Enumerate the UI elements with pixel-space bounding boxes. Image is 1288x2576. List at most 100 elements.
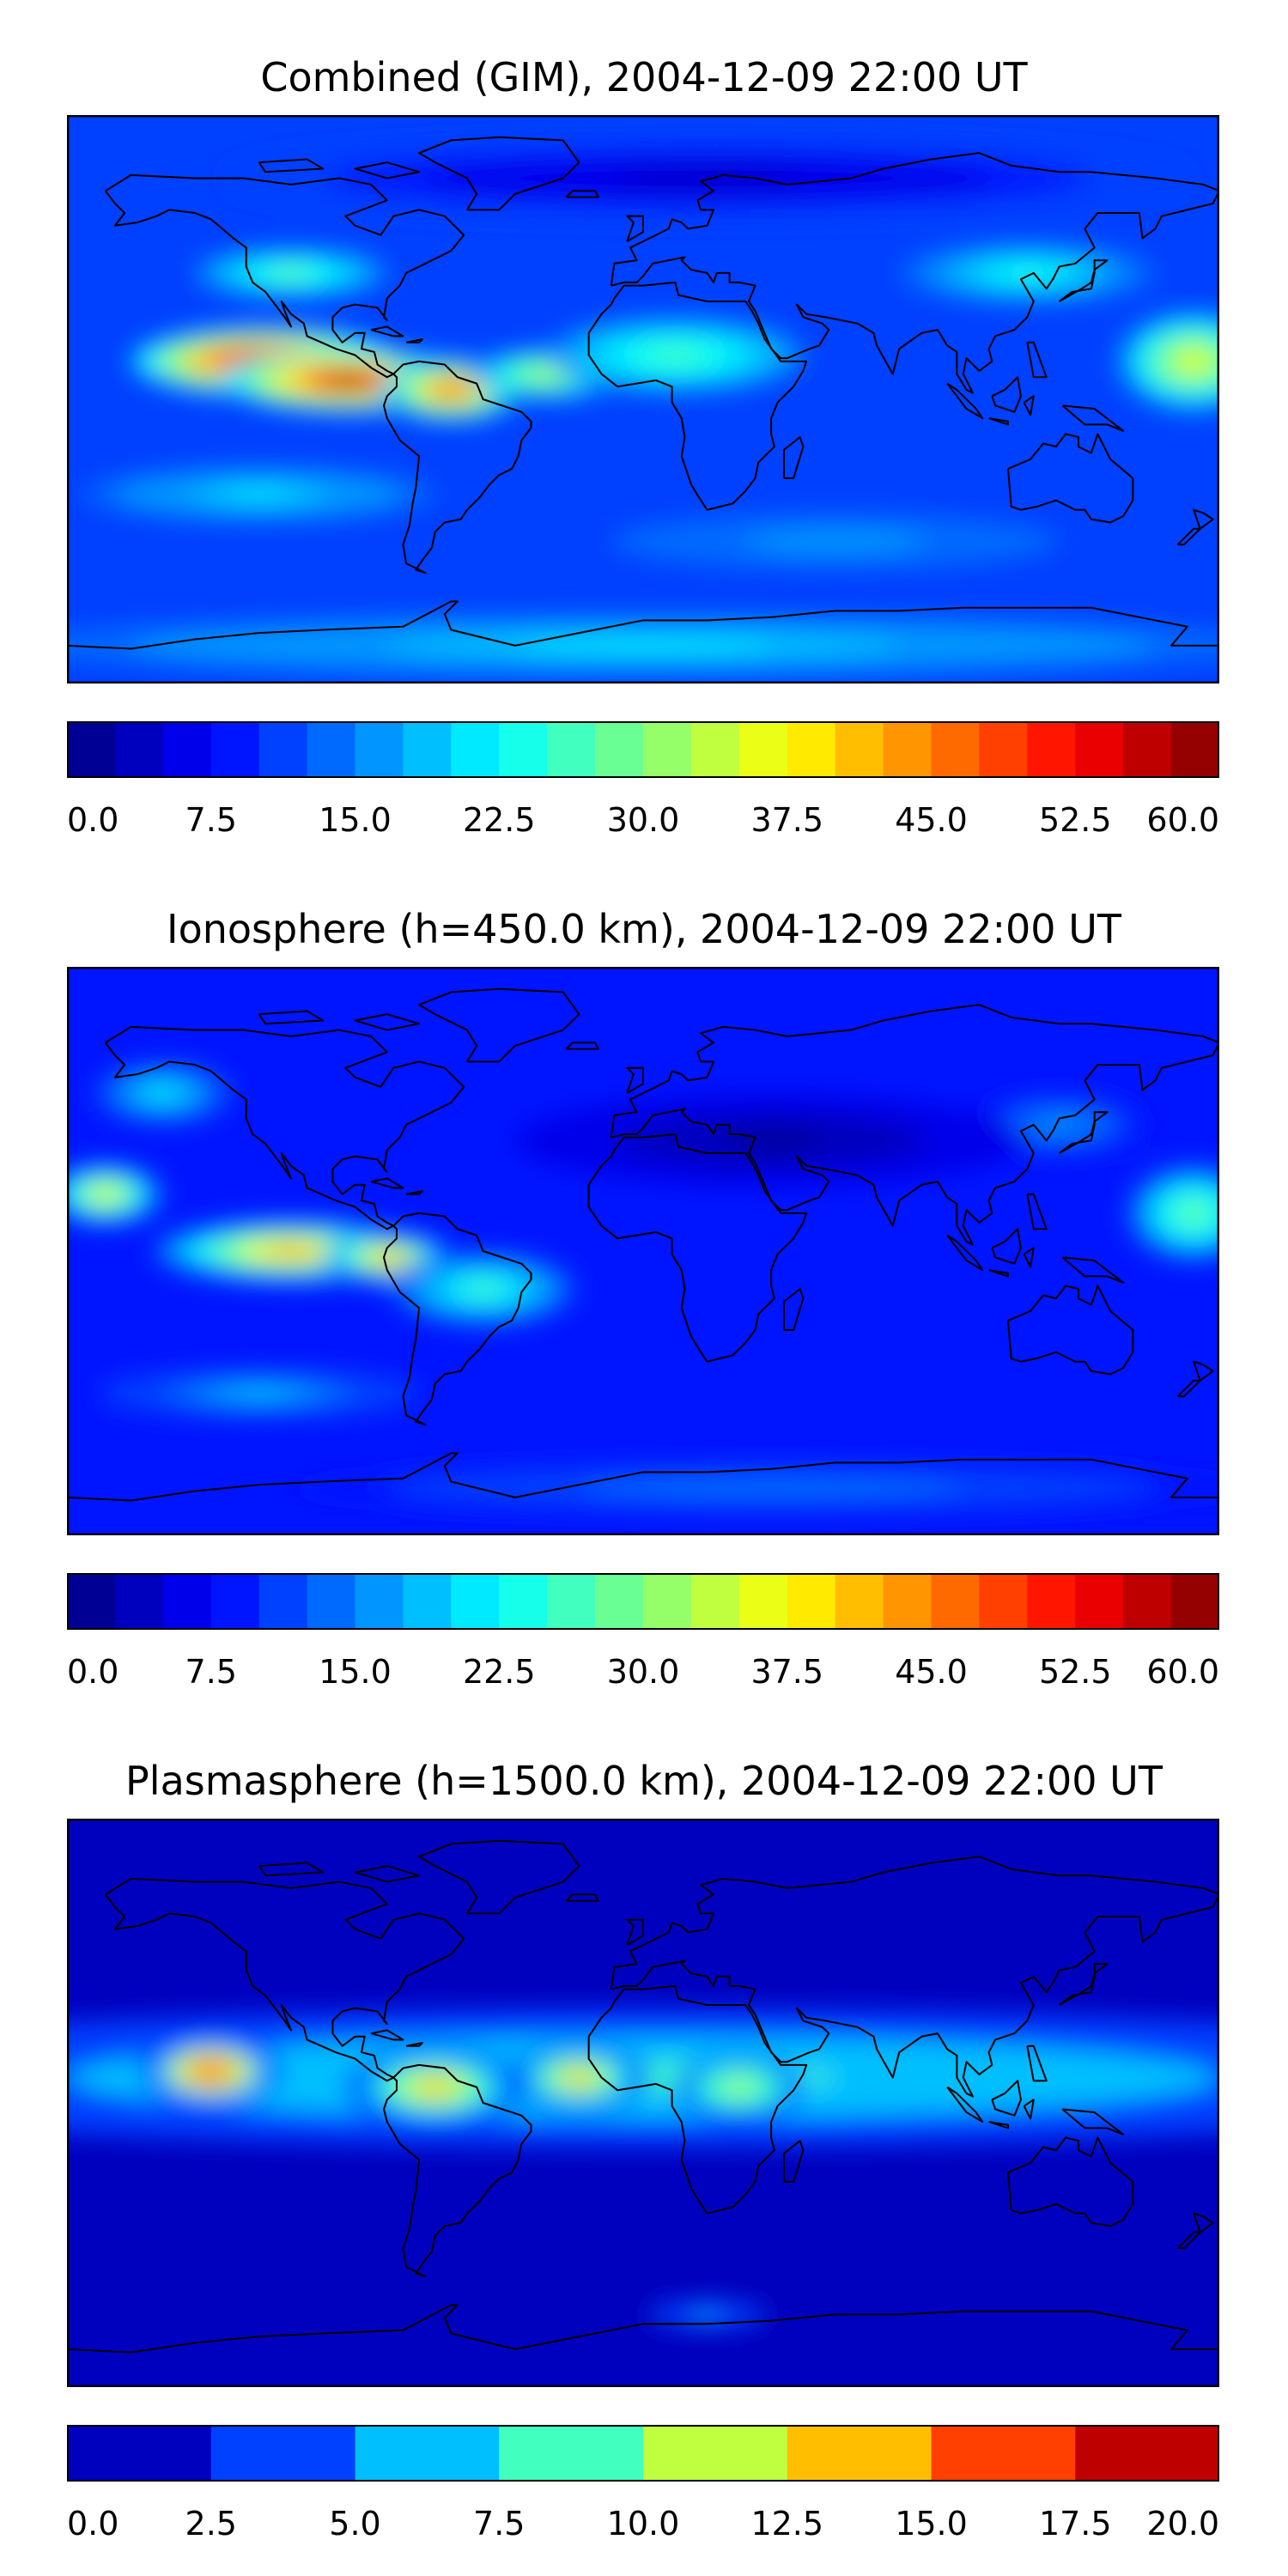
colorbar-level (1123, 1573, 1172, 1630)
colorbar-level (403, 1573, 452, 1630)
colorbar-level (738, 1573, 788, 1630)
tec-region-10 (514, 639, 772, 653)
colorbar-level (67, 1573, 116, 1630)
tec-region-4 (149, 1086, 178, 1100)
map-frame (67, 967, 1219, 1535)
tec-region-3 (464, 1281, 502, 1297)
tec-region-4 (271, 268, 311, 278)
colorbar-tick-label: 7.5 (473, 2505, 526, 2543)
colorbar-level (67, 2425, 212, 2482)
colorbar-level (162, 1573, 212, 1630)
map-ionosphere (67, 967, 1219, 1535)
tec-region-2 (416, 2079, 453, 2095)
colorbar-tick-label: 37.5 (750, 1653, 824, 1691)
colorbar-level (114, 1573, 164, 1630)
colorbar-level (1027, 721, 1076, 778)
coastline (354, 1865, 421, 1883)
colorbar-level (787, 721, 836, 778)
tec-region-3 (532, 368, 563, 380)
coastline (1006, 433, 1134, 524)
panel-title-plasmasphere: Plasmasphere (h=1500.0 km), 2004-12-09 2… (125, 1758, 1163, 1804)
coastline (1026, 341, 1048, 379)
colorbar-level (643, 721, 692, 778)
colorbar-tick-label: 5.0 (329, 2505, 381, 2543)
coastline (1023, 1247, 1035, 1268)
coastline (1058, 259, 1109, 302)
colorbar-tick-label: 15.0 (319, 1653, 392, 1691)
colorbar-level (258, 1573, 308, 1630)
coastline (782, 436, 805, 479)
coastline (988, 2121, 1009, 2129)
colorbar-tick-label: 45.0 (895, 1653, 968, 1691)
colorbar-level (114, 721, 164, 778)
coastline (104, 173, 465, 379)
colorbar-level (643, 2425, 788, 2482)
coastline (258, 1862, 325, 1877)
colorbar-level (1171, 1573, 1219, 1630)
coastline (587, 1133, 808, 1363)
colorbar-tick-label: 20.0 (1146, 2505, 1219, 2543)
colorbar-level (1075, 2425, 1219, 2482)
colorbar-level (210, 1573, 260, 1630)
coastline (991, 1228, 1022, 1265)
tec-region-3 (565, 2071, 593, 2084)
tec-region-0 (264, 1244, 319, 1258)
coastline (626, 1066, 645, 1094)
tec-region-7 (1001, 266, 1054, 280)
coastline (418, 136, 580, 211)
colorbar-level (547, 721, 596, 778)
colorbar-level (979, 1573, 1028, 1630)
colorbar-tick-label: 30.0 (606, 1653, 680, 1691)
colorbar-frame (67, 1573, 1219, 1630)
coastline (991, 2080, 1022, 2117)
colorbar-tick-label: 60.0 (1146, 1653, 1219, 1691)
colorbar-level (307, 721, 355, 778)
colorbar-level (210, 721, 260, 778)
coastline (1176, 1360, 1214, 1398)
colorbar-ionosphere (67, 1573, 1219, 1630)
coastline (610, 152, 1219, 394)
colorbar-tick-label: 0.0 (67, 801, 119, 839)
colorbar-tick-label: 30.0 (606, 801, 680, 839)
map-frame (67, 115, 1219, 683)
coastline (1061, 2108, 1125, 2136)
tec-region-5 (1179, 1203, 1208, 1224)
coastline (1058, 1963, 1109, 2006)
map-combined (67, 115, 1219, 683)
colorbar-level (787, 1573, 836, 1630)
colorbar-tick-label: 45.0 (895, 801, 968, 839)
colorbar-frame (67, 2425, 1219, 2482)
colorbar-level (738, 721, 788, 778)
tec-region-8 (223, 488, 295, 500)
tec-region-2 (436, 383, 465, 397)
coastline (988, 417, 1009, 426)
colorbar-tick-label: 22.5 (462, 801, 536, 839)
colorbar-tick-label: 0.0 (67, 1653, 119, 1691)
coastline (946, 382, 984, 420)
coastline (383, 360, 532, 574)
colorbar-tick-label: 15.0 (895, 2505, 968, 2543)
coastline (405, 2042, 423, 2047)
colorbar-level (595, 1573, 644, 1630)
coastline (565, 1893, 599, 1902)
coastline (67, 1452, 1219, 1502)
coastline (587, 1984, 808, 2215)
coastline (782, 1288, 805, 1331)
colorbar-level (355, 721, 404, 778)
tec-region-1 (323, 374, 374, 387)
tec-region-5 (693, 2311, 721, 2318)
coastline (258, 158, 325, 173)
colorbar-level (451, 721, 500, 778)
colorbar-level (403, 721, 452, 778)
coastline (610, 1004, 1219, 1246)
colorbar-level (883, 1573, 932, 1630)
coastline (1026, 1193, 1048, 1230)
colorbar-level (931, 721, 980, 778)
map-frame (67, 1819, 1219, 2387)
coastline (104, 1877, 465, 2082)
coastline (610, 1856, 1219, 2098)
coastline (104, 1025, 465, 1230)
tec-region-7 (227, 1388, 291, 1399)
tec-region-1 (197, 2064, 226, 2079)
colorbar-level (210, 2425, 355, 2482)
